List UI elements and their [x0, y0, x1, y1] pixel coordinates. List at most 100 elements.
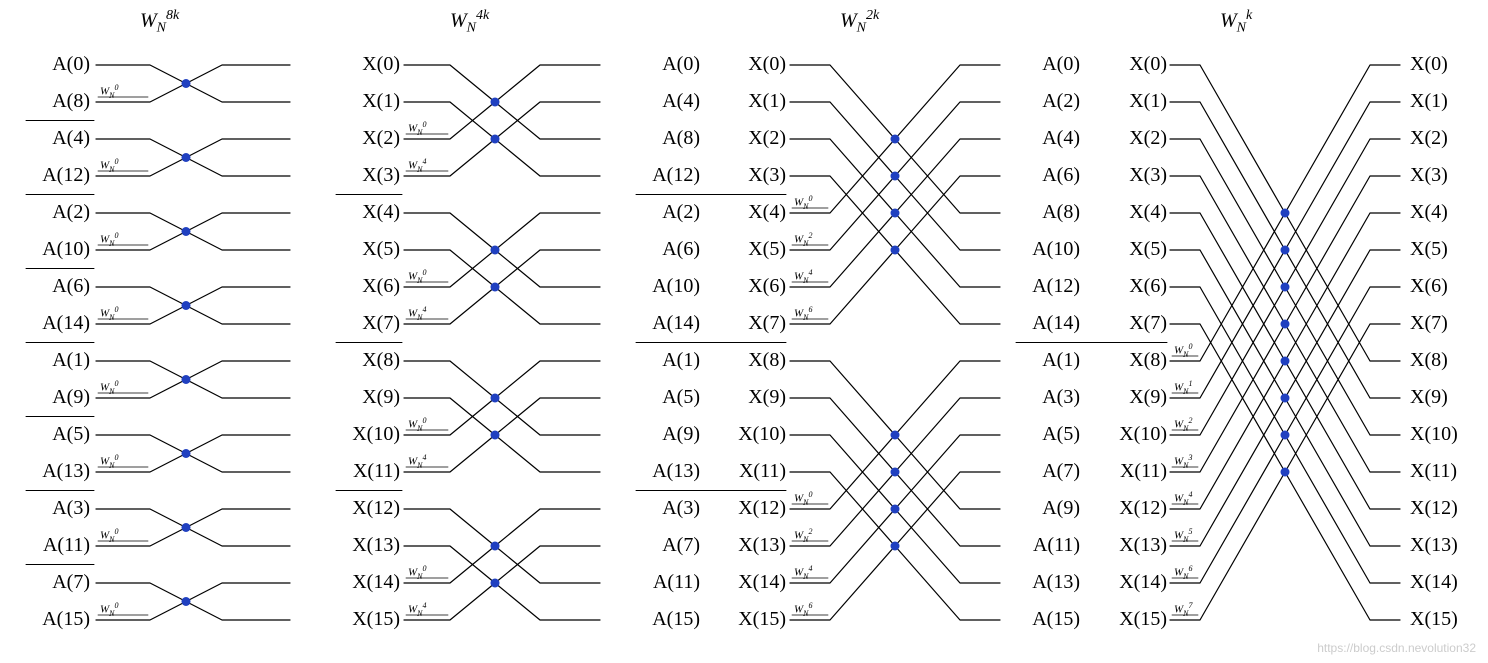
x-label: X(10): [1095, 423, 1167, 446]
in-label: X(7): [340, 312, 400, 335]
twiddle-label: WN0: [98, 528, 150, 544]
in-label: A(6): [640, 238, 700, 261]
in-label: X(15): [340, 608, 400, 631]
in-label: X(4): [340, 201, 400, 224]
twiddle-label: WN0: [406, 417, 450, 433]
twiddle-label: WN0: [98, 454, 150, 470]
x-label: X(4): [714, 201, 786, 224]
x-label: X(1): [1095, 90, 1167, 113]
x-label: X(7): [1095, 312, 1167, 335]
in-label: A(10): [1020, 238, 1080, 261]
x-label: X(10): [714, 423, 786, 446]
x-label: X(9): [1095, 386, 1167, 409]
twiddle-label: WN2: [1172, 417, 1200, 433]
twiddle-label: WN0: [406, 121, 450, 137]
in-label: A(8): [30, 90, 90, 113]
in-label: A(3): [30, 497, 90, 520]
out-label: X(6): [1410, 275, 1480, 298]
x-label: X(5): [1095, 238, 1167, 261]
in-label: A(5): [640, 386, 700, 409]
in-label: X(8): [340, 349, 400, 372]
in-label: A(9): [640, 423, 700, 446]
x-label: X(14): [714, 571, 786, 594]
x-label: X(15): [714, 608, 786, 631]
x-label: X(14): [1095, 571, 1167, 594]
out-label: X(14): [1410, 571, 1480, 594]
twiddle-label: WN4: [406, 454, 450, 470]
out-label: X(2): [1410, 127, 1480, 150]
watermark: https://blog.csdn.nevolution32: [1317, 641, 1476, 655]
in-label: A(6): [30, 275, 90, 298]
twiddle-label: WN2: [792, 528, 830, 544]
in-label: A(15): [1020, 608, 1080, 631]
in-label: A(13): [30, 460, 90, 483]
in-label: X(12): [340, 497, 400, 520]
in-label: X(11): [340, 460, 400, 483]
in-label: A(0): [640, 53, 700, 76]
in-label: X(0): [340, 53, 400, 76]
twiddle-label: WN0: [98, 84, 150, 100]
out-label: X(9): [1410, 386, 1480, 409]
in-label: A(8): [640, 127, 700, 150]
x-label: X(12): [1095, 497, 1167, 520]
in-label: A(12): [1020, 275, 1080, 298]
in-label: A(2): [30, 201, 90, 224]
twiddle-label: WN0: [406, 269, 450, 285]
in-label: A(13): [1020, 571, 1080, 594]
twiddle-label: WN3: [1172, 454, 1200, 470]
in-label: X(13): [340, 534, 400, 557]
twiddle-label: WN4: [792, 565, 830, 581]
twiddle-label: WN6: [792, 306, 830, 322]
x-label: X(3): [714, 164, 786, 187]
stage-header: WNk: [1220, 8, 1252, 37]
twiddle-label: WN5: [1172, 528, 1200, 544]
x-label: X(9): [714, 386, 786, 409]
x-label: X(2): [1095, 127, 1167, 150]
in-label: A(3): [1020, 386, 1080, 409]
out-label: X(13): [1410, 534, 1480, 557]
in-label: A(10): [30, 238, 90, 261]
out-label: X(8): [1410, 349, 1480, 372]
twiddle-label: WN4: [406, 306, 450, 322]
in-label: X(14): [340, 571, 400, 594]
out-label: X(11): [1410, 460, 1480, 483]
out-label: X(10): [1410, 423, 1480, 446]
in-label: A(8): [1020, 201, 1080, 224]
in-label: A(6): [1020, 164, 1080, 187]
in-label: X(6): [340, 275, 400, 298]
x-label: X(3): [1095, 164, 1167, 187]
fft-butterfly-diagram: { "figure": { "type": "flowchart", "widt…: [0, 0, 1488, 663]
x-label: X(6): [714, 275, 786, 298]
out-label: X(3): [1410, 164, 1480, 187]
in-label: A(15): [640, 608, 700, 631]
in-label: A(12): [30, 164, 90, 187]
out-label: X(15): [1410, 608, 1480, 631]
in-label: A(14): [1020, 312, 1080, 335]
twiddle-label: WN0: [98, 602, 150, 618]
in-label: A(4): [30, 127, 90, 150]
stage-header: WN2k: [840, 8, 879, 37]
in-label: X(9): [340, 386, 400, 409]
twiddle-label: WN0: [1172, 343, 1200, 359]
out-label: X(1): [1410, 90, 1480, 113]
twiddle-label: WN2: [792, 232, 830, 248]
x-label: X(8): [714, 349, 786, 372]
twiddle-label: WN0: [98, 306, 150, 322]
twiddle-label: WN0: [406, 565, 450, 581]
in-label: A(5): [1020, 423, 1080, 446]
twiddle-label: WN4: [792, 269, 830, 285]
x-label: X(12): [714, 497, 786, 520]
twiddle-label: WN4: [406, 602, 450, 618]
x-label: X(7): [714, 312, 786, 335]
in-label: X(5): [340, 238, 400, 261]
stage-header: WN4k: [450, 8, 489, 37]
twiddle-label: WN7: [1172, 602, 1200, 618]
x-label: X(13): [714, 534, 786, 557]
x-label: X(13): [1095, 534, 1167, 557]
in-label: A(13): [640, 460, 700, 483]
x-label: X(5): [714, 238, 786, 261]
x-label: X(0): [1095, 53, 1167, 76]
out-label: X(0): [1410, 53, 1480, 76]
twiddle-label: WN6: [1172, 565, 1200, 581]
x-label: X(4): [1095, 201, 1167, 224]
